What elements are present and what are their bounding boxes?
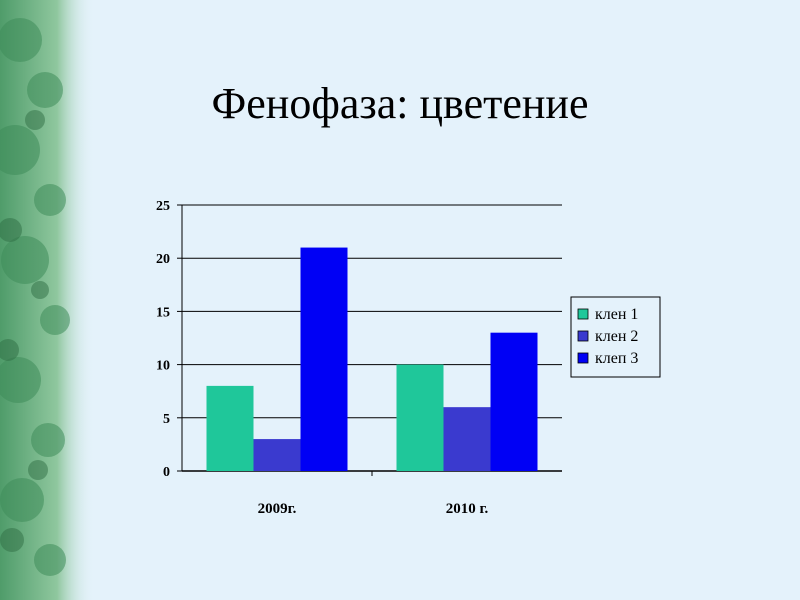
y-tick-label: 20 [156, 252, 170, 267]
x-axis-categories: 2009г. 2010 г. [258, 501, 489, 517]
chart-legend: клен 1 клен 2 клеп 3 [570, 296, 661, 378]
bar-2-1 [253, 439, 301, 471]
bar-1-2 [396, 364, 444, 471]
y-tick-label: 0 [163, 465, 170, 480]
y-tick-label: 15 [156, 305, 170, 320]
x-category-label: 2009г. [258, 501, 297, 517]
foliage-decoration [0, 0, 95, 600]
legend-swatch [577, 308, 589, 320]
bar-1-1 [206, 385, 254, 471]
legend-label: клеп 3 [595, 350, 638, 367]
y-tick-label: 5 [163, 412, 170, 427]
y-tick-label: 10 [156, 359, 170, 374]
legend-swatch [577, 330, 589, 342]
y-axis-ticks: 0 5 10 15 20 25 [156, 199, 170, 480]
y-tick-label: 25 [156, 199, 170, 214]
x-category-label: 2010 г. [446, 501, 489, 517]
legend-swatch [577, 352, 589, 364]
legend-box [570, 296, 661, 378]
bar-3-1 [300, 247, 348, 471]
legend-label: клен 1 [595, 306, 638, 323]
legend-label: клен 2 [595, 328, 638, 345]
slide-title: Фенофаза: цветение [211, 79, 589, 128]
chart-bars [206, 247, 538, 471]
bar-3-2 [490, 332, 538, 471]
bar-2-2 [443, 407, 491, 471]
